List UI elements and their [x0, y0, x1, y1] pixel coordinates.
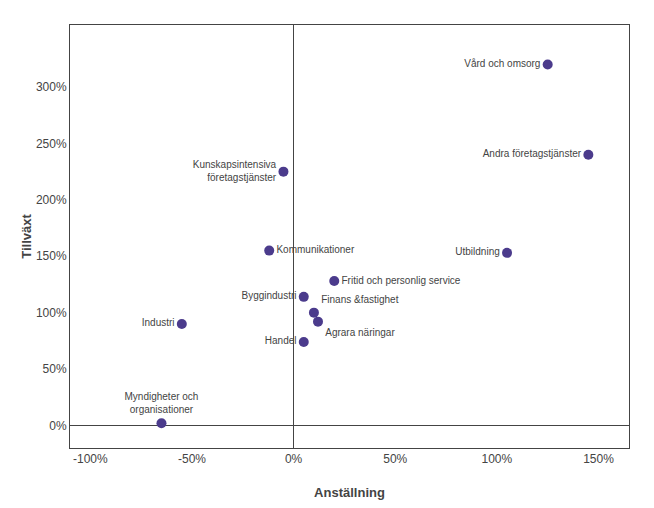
- svg-text:Byggindustri: Byggindustri: [241, 290, 296, 301]
- svg-text:Andra företagstjänster: Andra företagstjänster: [483, 148, 582, 159]
- svg-text:250%: 250%: [36, 137, 67, 151]
- svg-text:300%: 300%: [36, 80, 67, 94]
- svg-text:Handel: Handel: [265, 335, 297, 346]
- svg-text:0%: 0%: [285, 452, 303, 466]
- svg-text:Myndigheter ochorganisationer: Myndigheter ochorganisationer: [125, 391, 199, 415]
- svg-text:100%: 100%: [36, 306, 67, 320]
- svg-text:Kommunikationer: Kommunikationer: [276, 244, 354, 255]
- svg-text:-100%: -100%: [73, 452, 108, 466]
- svg-text:Kunskapsintensivaföretagstjäns: Kunskapsintensivaföretagstjänster: [193, 159, 277, 183]
- svg-text:Agrara näringar: Agrara näringar: [325, 327, 395, 338]
- svg-text:50%: 50%: [43, 362, 67, 376]
- svg-text:Anställning: Anställning: [314, 485, 385, 500]
- svg-text:200%: 200%: [36, 193, 67, 207]
- svg-text:0%: 0%: [49, 419, 67, 433]
- svg-text:50%: 50%: [383, 452, 407, 466]
- svg-text:Vård och omsorg: Vård och omsorg: [464, 58, 540, 69]
- svg-text:Industri: Industri: [142, 317, 175, 328]
- svg-text:-50%: -50%: [178, 452, 206, 466]
- svg-text:Fritid och personlig service: Fritid och personlig service: [342, 275, 461, 286]
- svg-text:Tillväxt: Tillväxt: [19, 214, 34, 259]
- svg-text:150%: 150%: [583, 452, 614, 466]
- svg-text:150%: 150%: [36, 249, 67, 263]
- svg-text:Utbildning: Utbildning: [455, 246, 499, 257]
- svg-text:100%: 100%: [482, 452, 513, 466]
- svg-text:Finans &fastighet: Finans &fastighet: [321, 294, 398, 305]
